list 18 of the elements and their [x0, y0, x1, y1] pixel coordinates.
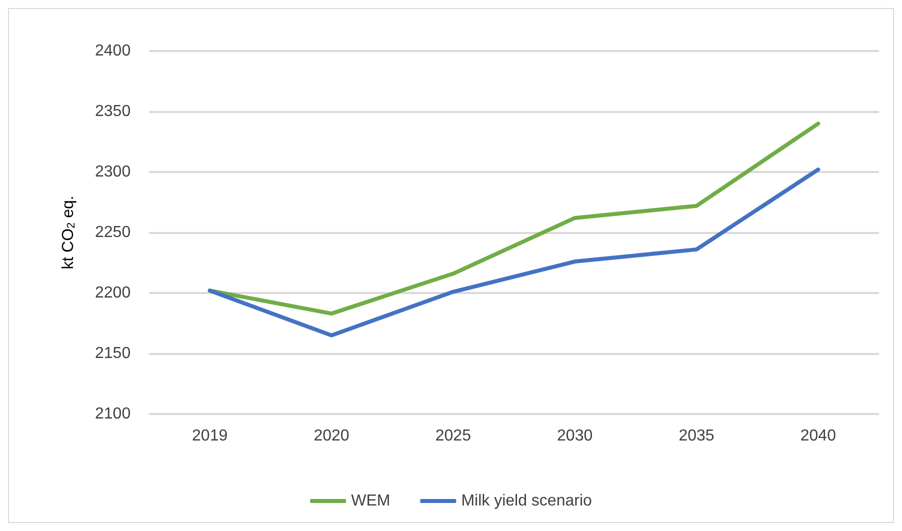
y-tick-label: 2100 — [95, 406, 131, 422]
y-tick-label: 2350 — [95, 103, 131, 120]
line-series — [208, 122, 820, 316]
legend-label: Milk yield scenario — [461, 492, 592, 510]
y-tick-label: 2300 — [95, 164, 131, 180]
x-tick-label: 2020 — [314, 428, 350, 444]
y-tick-label: 2250 — [95, 224, 131, 241]
y-tick-label: 2400 — [95, 42, 131, 60]
x-tick-label: 2030 — [557, 428, 593, 444]
legend-label: WEM — [351, 492, 390, 510]
y-tick-label: 2200 — [95, 284, 131, 302]
y-axis-title: kt CO2 eq. — [60, 196, 78, 270]
y-tick-label: 2150 — [95, 345, 131, 362]
x-tick-label: 2040 — [800, 428, 836, 444]
x-tick-label: 2019 — [192, 428, 228, 444]
line-series — [208, 168, 820, 338]
x-tick-label: 2025 — [435, 428, 472, 444]
x-tick-label: 2035 — [678, 428, 714, 444]
